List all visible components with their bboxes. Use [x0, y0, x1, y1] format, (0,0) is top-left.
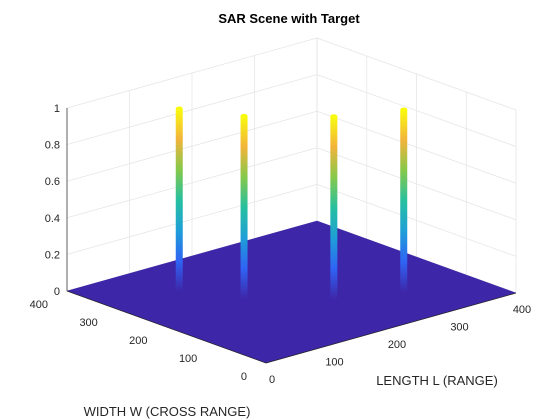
y-tick-label: 300 — [79, 317, 97, 329]
spike-top — [400, 107, 408, 112]
spike-top — [330, 114, 338, 119]
grid-line-z-back — [66, 74, 318, 145]
z-tick-label: 0.4 — [45, 213, 60, 225]
z-tick-label: 0.2 — [45, 249, 60, 261]
z-tick-label: 0.8 — [45, 140, 60, 152]
spike-body — [175, 108, 183, 314]
y-tick-label: 200 — [129, 335, 147, 347]
target-spikes — [175, 106, 408, 322]
z-tick-label: 0 — [54, 286, 60, 298]
spike-body — [240, 115, 248, 321]
chart-title: SAR Scene with Target — [218, 11, 360, 26]
y-axis-line — [66, 290, 267, 364]
target-spike — [175, 106, 183, 314]
grid-line-z-side — [316, 184, 517, 257]
x-tick-label: 400 — [513, 304, 531, 316]
x-tick-label: 200 — [388, 339, 406, 351]
spike-top — [175, 106, 183, 111]
grid-line-z-side — [316, 74, 517, 147]
y-tick-label: 100 — [179, 353, 197, 365]
grid-line-z-back — [66, 184, 318, 255]
axis-lines — [66, 108, 517, 364]
grid-line-z-side — [316, 110, 517, 184]
y-tick-label: 400 — [30, 299, 48, 311]
target-spike — [240, 113, 248, 321]
target-spike — [400, 107, 408, 315]
y-axis-label: WIDTH W (CROSS RANGE) — [84, 404, 251, 419]
grid-line-z-back — [66, 110, 318, 182]
spike-body — [330, 116, 338, 322]
grid-line-z-side — [316, 37, 517, 111]
grid-line-z-back — [66, 37, 318, 109]
x-tick-label: 0 — [269, 374, 275, 386]
x-axis-label: LENGTH L (RANGE) — [376, 373, 498, 388]
spike-body — [400, 109, 408, 315]
target-spike — [330, 114, 338, 322]
grid-line-z-back — [66, 147, 318, 219]
x-axis-line — [265, 292, 517, 364]
x-tick-label: 300 — [450, 322, 468, 334]
z-tick-label: 1 — [54, 103, 60, 115]
z-tick-label: 0.6 — [45, 176, 60, 188]
spike-top — [240, 113, 248, 118]
tick-labels: 0 100 200 300 400 0 100 200 300 400 0 0.2 0.4 0.6 0.8 1 — [30, 103, 532, 386]
y-tick-label: 0 — [241, 371, 247, 383]
grid-line-z-side — [316, 147, 517, 221]
x-tick-label: 100 — [325, 357, 343, 369]
